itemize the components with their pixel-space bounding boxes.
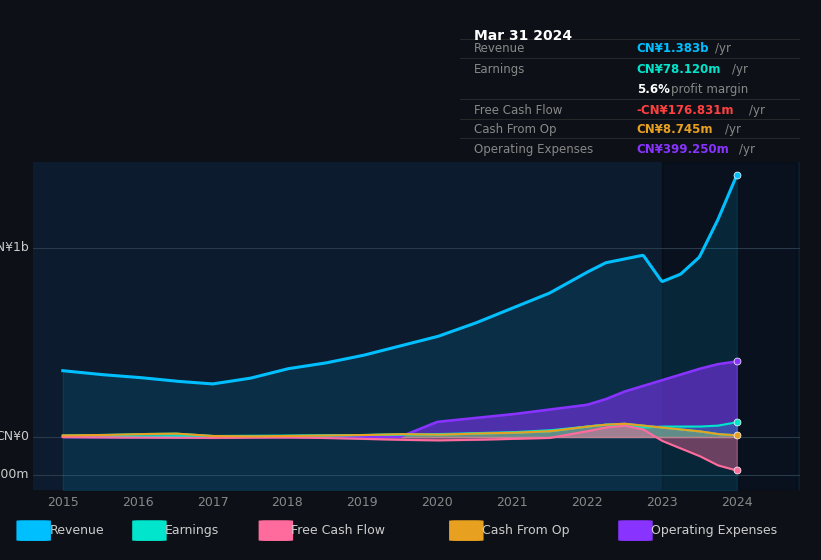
Text: Free Cash Flow: Free Cash Flow <box>474 104 562 116</box>
Text: Cash From Op: Cash From Op <box>474 123 556 136</box>
Text: /yr: /yr <box>725 123 741 136</box>
FancyBboxPatch shape <box>16 520 51 541</box>
Text: Earnings: Earnings <box>165 524 219 538</box>
Text: CN¥399.250m: CN¥399.250m <box>637 143 730 156</box>
Text: Operating Expenses: Operating Expenses <box>651 524 777 538</box>
Text: 5.6%: 5.6% <box>637 83 670 96</box>
Text: /yr: /yr <box>749 104 765 116</box>
FancyBboxPatch shape <box>132 520 167 541</box>
Text: Mar 31 2024: Mar 31 2024 <box>474 29 571 43</box>
Text: CN¥0: CN¥0 <box>0 431 29 444</box>
Text: CN¥1b: CN¥1b <box>0 241 29 254</box>
Text: Cash From Op: Cash From Op <box>482 524 570 538</box>
FancyBboxPatch shape <box>259 520 293 541</box>
FancyBboxPatch shape <box>449 520 484 541</box>
Text: profit margin: profit margin <box>671 83 748 96</box>
Text: Revenue: Revenue <box>49 524 104 538</box>
FancyBboxPatch shape <box>618 520 653 541</box>
Text: -CN¥176.831m: -CN¥176.831m <box>637 104 734 116</box>
Text: CN¥78.120m: CN¥78.120m <box>637 63 721 76</box>
Text: -CN¥200m: -CN¥200m <box>0 468 29 482</box>
Bar <box>662 162 796 490</box>
Text: /yr: /yr <box>732 63 748 76</box>
Text: CN¥8.745m: CN¥8.745m <box>637 123 713 136</box>
Text: /yr: /yr <box>715 42 731 55</box>
Text: Revenue: Revenue <box>474 42 525 55</box>
Text: /yr: /yr <box>739 143 754 156</box>
Text: Free Cash Flow: Free Cash Flow <box>291 524 385 538</box>
Text: Earnings: Earnings <box>474 63 525 76</box>
Text: CN¥1.383b: CN¥1.383b <box>637 42 709 55</box>
Text: Operating Expenses: Operating Expenses <box>474 143 593 156</box>
